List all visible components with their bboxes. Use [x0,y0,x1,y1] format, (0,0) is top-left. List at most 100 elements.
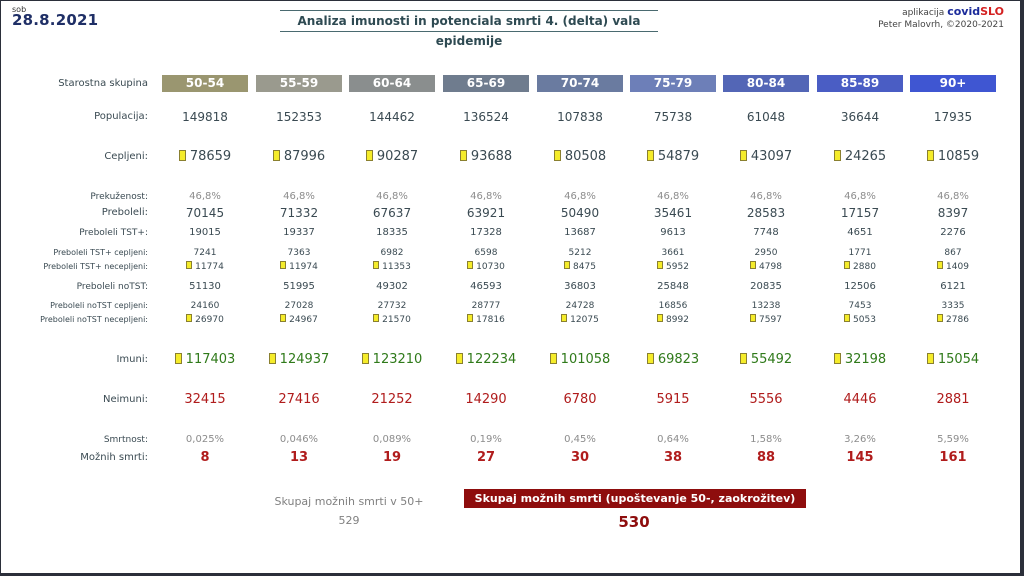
age-group-header: 90+ [910,75,996,92]
table-cell: 136524 [441,110,531,124]
cell-value: 27028 [284,301,314,311]
marker-icon [937,314,944,322]
cell-value: 38 [663,450,683,465]
cell-value: 93688 [470,149,513,164]
cell-value: 10730 [476,262,505,272]
table-cell: 25848 [628,280,718,294]
table-cell: 75738 [628,110,718,124]
cell-value: 12506 [844,281,876,292]
table-cell: 7453 [815,299,905,313]
table-cell: 2276 [908,226,998,240]
table-cell: 51995 [254,280,344,294]
table-cell: 152353 [254,110,344,124]
cell-value: 46,8% [189,191,221,202]
cell-value: 46,8% [844,191,876,202]
frame-right-edge [1020,0,1024,576]
table-cell: 24265 [815,150,905,164]
table-cell: 17935 [908,110,998,124]
table-cell: 32198 [815,353,905,367]
marker-icon [750,314,757,322]
cell-value: 0,64% [657,434,689,445]
cell-value: 145 [846,450,874,465]
cell-value: 19 [382,450,402,465]
table-cell: 5212 [535,246,625,260]
table-cell: 7241 [160,246,250,260]
cell-value: 21570 [382,315,411,325]
cell-value: 10859 [937,149,980,164]
cell-value: 7748 [753,227,779,238]
cell-value: 122234 [466,352,517,367]
table-cell: 19 [347,451,437,465]
cell-value: 6982 [380,248,404,258]
table-cell: 3661 [628,246,718,260]
table-cell: 4798 [721,260,811,274]
cell-value: 88 [756,450,776,465]
row-label: Starostna skupina [58,78,148,89]
cell-value: 4798 [759,262,782,272]
cell-value: 2950 [754,248,778,258]
table-cell: 32415 [160,393,250,407]
marker-icon [373,261,380,269]
table-cell: 24160 [160,299,250,313]
table-cell: 11353 [347,260,437,274]
cell-value: 17816 [476,315,505,325]
cell-value: 152353 [276,110,322,124]
cell-value: 6121 [940,281,966,292]
cell-value: 17328 [470,227,502,238]
marker-icon [833,353,841,364]
table-cell: 69823 [628,353,718,367]
table-cell: 35461 [628,206,718,220]
table-cell: 5,59% [908,433,998,447]
cell-value: 144462 [369,110,415,124]
marker-icon [657,314,664,322]
table-cell: 51130 [160,280,250,294]
table-cell: 21252 [347,393,437,407]
table-cell: 27732 [347,299,437,313]
row-label: Imuni: [116,354,148,365]
marker-icon [186,314,193,322]
cell-value: 13 [289,450,309,465]
cell-value: 28583 [746,206,786,220]
table-cell: 46,8% [721,190,811,204]
table-cell: 145 [815,451,905,465]
cell-value: 0,45% [564,434,596,445]
cell-value: 50490 [560,206,600,220]
age-group-header: 70-74 [537,75,623,92]
cell-value: 8397 [937,206,969,220]
cell-value: 70145 [185,206,225,220]
cell-value: 11774 [195,262,224,272]
cell-value: 24160 [190,301,220,311]
cell-value: 46593 [470,281,502,292]
cell-value: 43097 [750,149,793,164]
cell-value: 63921 [466,206,506,220]
cell-value: 87996 [283,149,326,164]
table-cell: 5556 [721,393,811,407]
cell-value: 1,58% [750,434,782,445]
app-prefix: aplikacija [902,8,945,18]
cell-value: 5556 [749,392,783,407]
marker-icon [549,353,557,364]
app-credit: aplikacija covidSLO Peter Malovrh, ©2020… [878,6,1004,31]
marker-icon [844,314,851,322]
page-title: Analiza imunosti in potenciala smrti 4. … [280,10,658,48]
marker-icon [833,150,841,161]
table-cell: 10859 [908,150,998,164]
table-cell: 28777 [441,299,531,313]
cell-value: 16856 [658,301,688,311]
cell-value: 90287 [376,149,419,164]
row-label: Možnih smrti: [80,452,148,463]
cell-value: 80508 [564,149,607,164]
table-cell: 90287 [347,150,437,164]
table-cell: 8 [160,451,250,465]
marker-icon [657,261,664,269]
table-cell: 2786 [908,313,998,327]
cell-value: 7363 [287,248,311,258]
table-cell: 5915 [628,393,718,407]
cell-value: 6780 [563,392,597,407]
table-cell: 7363 [254,246,344,260]
table-cell: 123210 [347,353,437,367]
table-cell: 46,8% [347,190,437,204]
cell-value: 136524 [463,110,509,124]
cell-value: 46,8% [937,191,969,202]
cell-value: 8992 [666,315,689,325]
